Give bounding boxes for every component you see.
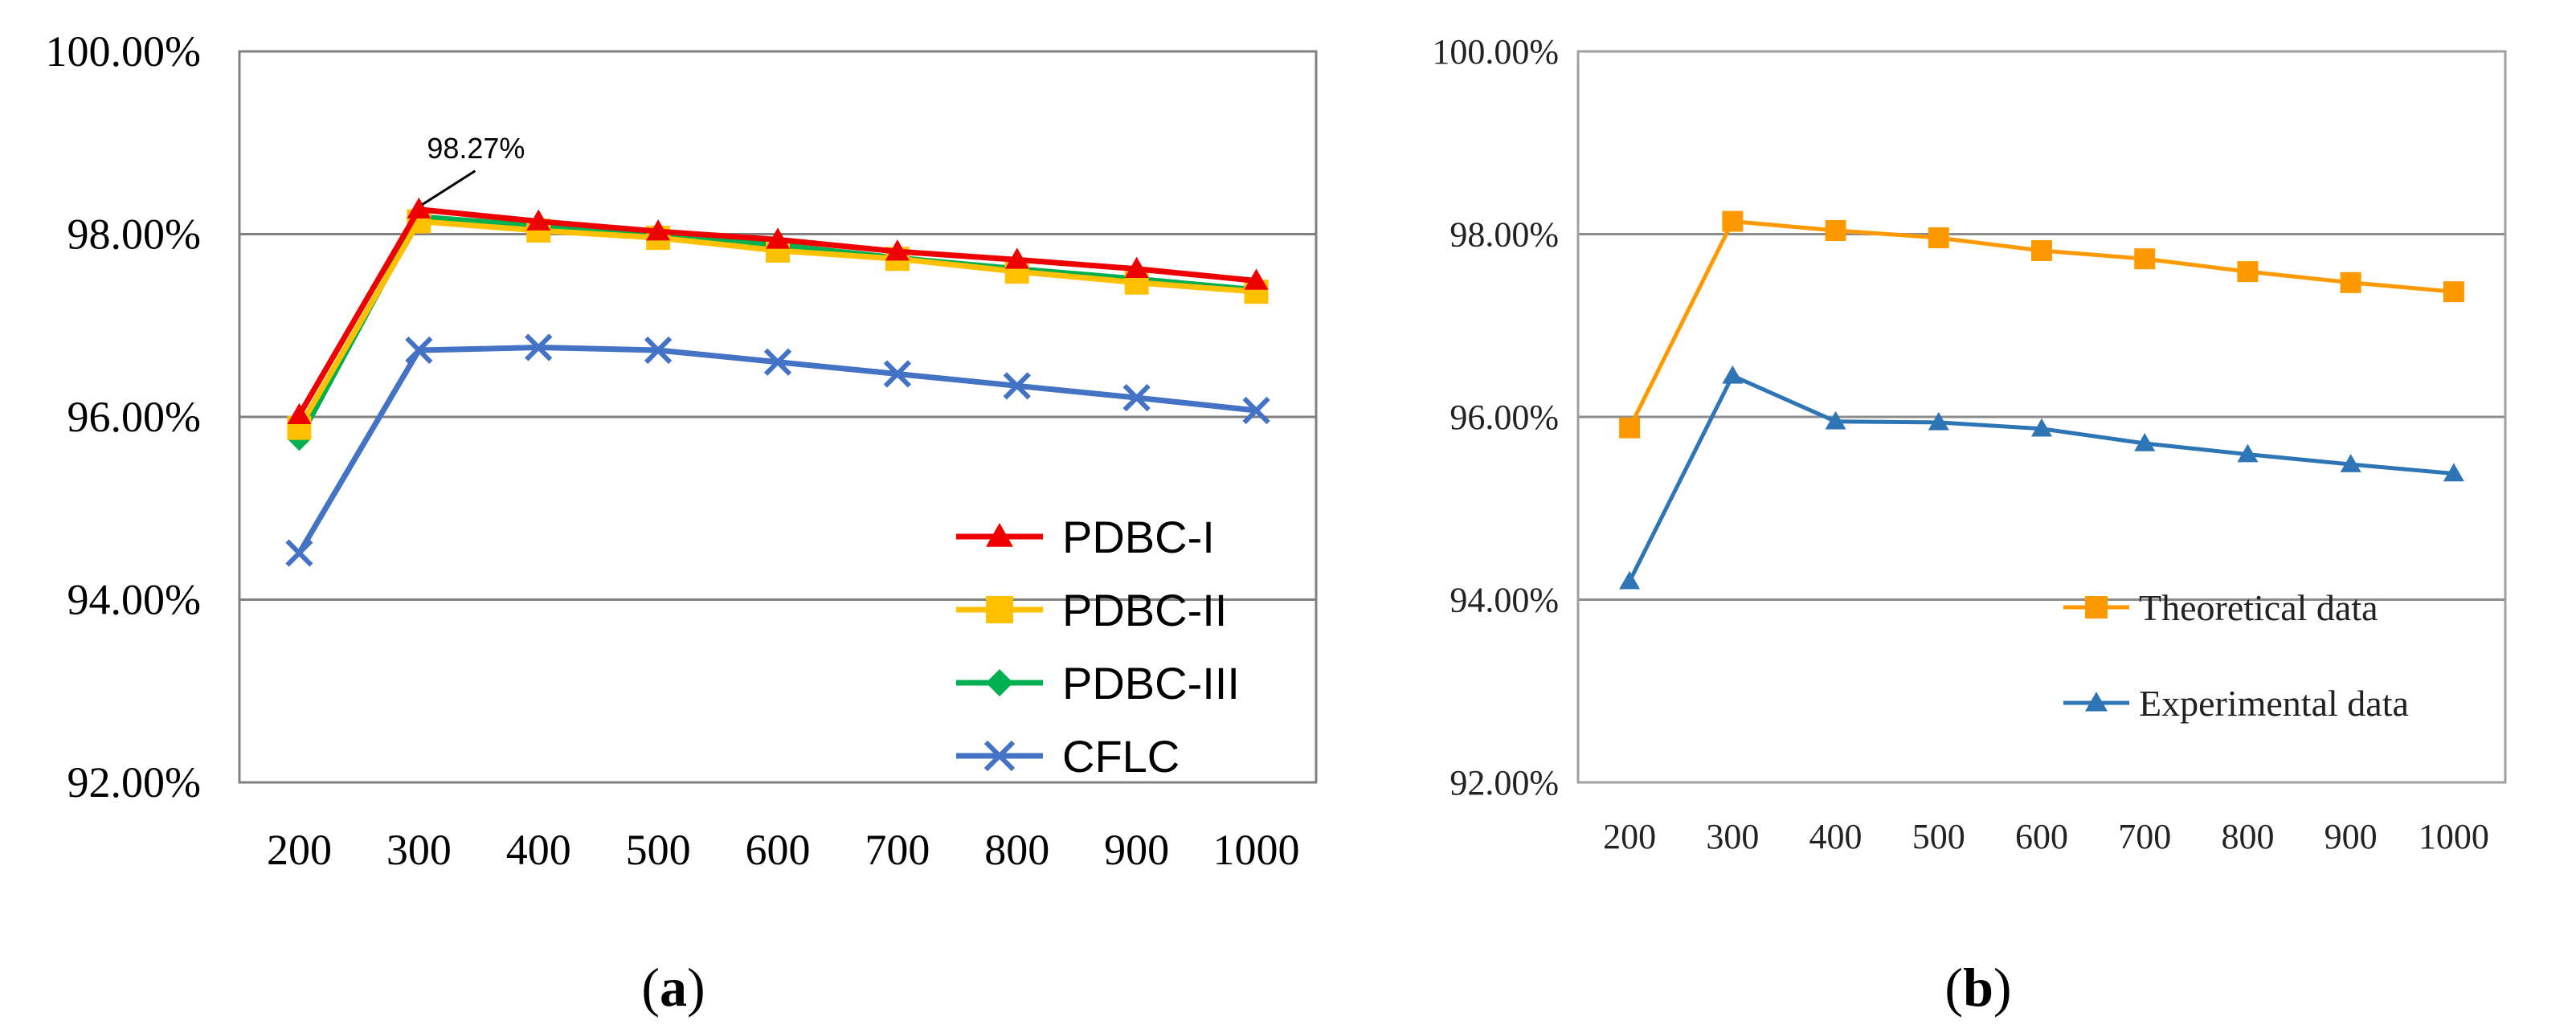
data-point-experimental-data	[1619, 570, 1641, 590]
data-point-cflc	[525, 333, 553, 361]
data-point-pdbc-i	[885, 239, 910, 261]
data-point-experimental-data	[2443, 463, 2464, 482]
x-tick-label: 600	[746, 826, 811, 874]
data-point-theoretical-data	[2031, 239, 2052, 261]
x-tick-label: 900	[2325, 817, 2378, 856]
x-tick-label: 600	[2015, 817, 2068, 856]
data-point-cflc	[883, 360, 912, 388]
panel-label-b: (b)	[1944, 957, 2011, 1018]
y-tick-label: 94.00%	[1450, 581, 1559, 620]
data-point-theoretical-data	[2340, 272, 2361, 293]
data-point-pdbc-i	[526, 209, 551, 231]
data-point-theoretical-data	[1619, 417, 1641, 439]
x-tick-label: 300	[1706, 817, 1759, 856]
data-point-cflc	[763, 348, 792, 376]
legend-label-theoretical-data: Theoretical data	[2139, 587, 2378, 628]
data-point-experimental-data	[1928, 411, 1949, 431]
plot-frame	[238, 50, 1318, 784]
legend-marker-pdbc-ii	[986, 596, 1013, 623]
data-point-theoretical-data	[1825, 219, 1846, 241]
panel-label-a: (a)	[641, 957, 705, 1018]
x-tick-label: 500	[1912, 817, 1965, 856]
plot-frame	[1576, 50, 2507, 784]
data-point-cflc	[1122, 383, 1151, 412]
data-point-experimental-data	[2134, 432, 2156, 451]
x-tick-label: 400	[1809, 817, 1862, 856]
data-point-cflc	[285, 539, 313, 567]
data-point-experimental-data	[1825, 410, 1846, 430]
data-point-experimental-data	[2031, 418, 2052, 437]
y-tick-label: 100.00%	[46, 27, 201, 76]
data-point-pdbc-i	[1004, 247, 1029, 269]
legend-label-pdbc-ii: PDBC-II	[1062, 585, 1227, 635]
data-point-cflc	[644, 336, 673, 365]
data-point-pdbc-i	[646, 219, 671, 241]
data-point-cflc	[1003, 372, 1031, 400]
x-tick-label: 300	[386, 826, 452, 874]
legend-label-pdbc-i: PDBC-I	[1062, 512, 1215, 562]
data-point-theoretical-data	[1722, 210, 1744, 232]
x-tick-label: 700	[2118, 817, 2171, 856]
legend-label-cflc: CFLC	[1062, 731, 1180, 782]
data-point-pdbc-i	[1124, 256, 1149, 278]
y-tick-label: 96.00%	[67, 393, 201, 441]
data-point-pdbc-i	[407, 197, 431, 219]
legend-marker-cflc	[983, 740, 1016, 772]
x-tick-label: 400	[506, 826, 571, 874]
x-tick-label: 200	[267, 826, 332, 874]
data-point-theoretical-data	[1928, 227, 1949, 249]
legend-marker-theoretical-data	[2085, 596, 2108, 619]
series-line-experimental-data	[1627, 374, 2455, 582]
data-point-experimental-data	[1722, 365, 1744, 384]
y-tick-label: 98.00%	[67, 210, 201, 259]
legend-marker-pdbc-iii	[986, 669, 1013, 696]
data-point-theoretical-data	[2237, 261, 2259, 283]
data-point-theoretical-data	[2443, 281, 2464, 303]
y-tick-label: 96.00%	[1450, 398, 1559, 437]
data-point-cflc	[1242, 396, 1270, 425]
chart-b: 92.00% 94.00% 96.00% 98.00% 100.00% 200 300 400…	[1432, 32, 2507, 856]
legend-marker-pdbc-i	[986, 523, 1013, 547]
y-tick-label: 94.00%	[67, 576, 201, 624]
x-tick-label: 700	[865, 826, 930, 874]
x-tick-label: 1000	[1213, 826, 1300, 874]
x-tick-label: 500	[626, 826, 691, 874]
annotation-leader	[421, 169, 476, 206]
x-tick-label: 800	[2221, 817, 2274, 856]
data-point-experimental-data	[2340, 454, 2361, 472]
y-tick-label: 98.00%	[1450, 215, 1559, 255]
annotation-label: 98.27%	[427, 132, 525, 165]
y-tick-label: 100.00%	[1432, 32, 1559, 71]
y-tick-label: 92.00%	[67, 758, 201, 806]
legend-marker-experimental-data	[2085, 692, 2108, 712]
data-point-theoretical-data	[2134, 248, 2156, 270]
legend-label-pdbc-iii: PDBC-III	[1062, 658, 1240, 708]
data-point-cflc	[405, 336, 433, 365]
x-tick-label: 1000	[2419, 817, 2489, 856]
x-tick-label: 900	[1104, 826, 1169, 874]
data-point-pdbc-i	[766, 227, 790, 249]
x-tick-label: 200	[1603, 817, 1656, 856]
x-tick-label: 800	[984, 826, 1049, 874]
data-point-pdbc-i	[1244, 268, 1269, 290]
y-tick-label: 92.00%	[1450, 763, 1559, 802]
data-point-experimental-data	[2237, 443, 2259, 463]
chart-a: 92.00% 94.00% 96.00% 98.00% 100.00% 200 300 400…	[46, 27, 1318, 874]
legend-label-experimental-data: Experimental data	[2139, 683, 2409, 724]
data-point-pdbc-i	[287, 402, 312, 424]
